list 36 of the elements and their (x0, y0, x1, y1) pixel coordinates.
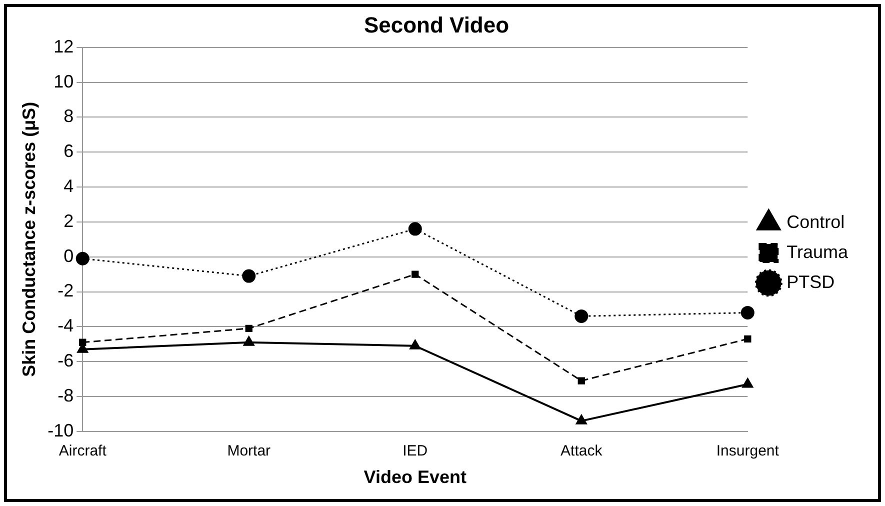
x-tick-label: Aircraft (58, 442, 108, 460)
y-axis-title: Skin Conductance z-scores (μS) (18, 102, 39, 377)
legend-label: Control (786, 212, 845, 232)
point (578, 377, 585, 384)
y-tick-label: 0 (64, 246, 74, 266)
point (744, 335, 752, 342)
y-tick-label: -6 (58, 350, 74, 371)
x-tick-label: Attack (560, 442, 603, 460)
point (244, 336, 254, 346)
point (242, 269, 256, 283)
y-tick-label: 4 (64, 176, 74, 196)
legend-label: PTSD (786, 272, 835, 292)
point (410, 340, 420, 350)
point (742, 378, 753, 388)
x-tick-label: Insurgent (716, 442, 780, 460)
point (245, 324, 252, 332)
x-tick-label: Mortar (227, 442, 271, 460)
point (76, 252, 90, 266)
point (576, 414, 587, 424)
y-tick-label: -10 (48, 420, 74, 440)
y-tick-label: 10 (54, 71, 74, 92)
point (740, 306, 754, 320)
y-tick-label: -4 (58, 316, 74, 336)
legend-label: Trauma (786, 242, 849, 262)
y-tick-label: 8 (64, 106, 74, 126)
point (408, 222, 422, 236)
y-tick-label: 2 (64, 210, 74, 231)
point (574, 309, 588, 323)
chart-title: Second Video (364, 12, 510, 38)
y-tick-label: 12 (54, 36, 74, 56)
point (412, 270, 419, 278)
y-tick-label: -2 (58, 280, 74, 301)
x-tick-label: IED (402, 442, 428, 460)
x-axis-title: Video Event (364, 467, 466, 488)
y-tick-label: 6 (64, 141, 74, 162)
y-tick-label: -8 (58, 385, 74, 406)
